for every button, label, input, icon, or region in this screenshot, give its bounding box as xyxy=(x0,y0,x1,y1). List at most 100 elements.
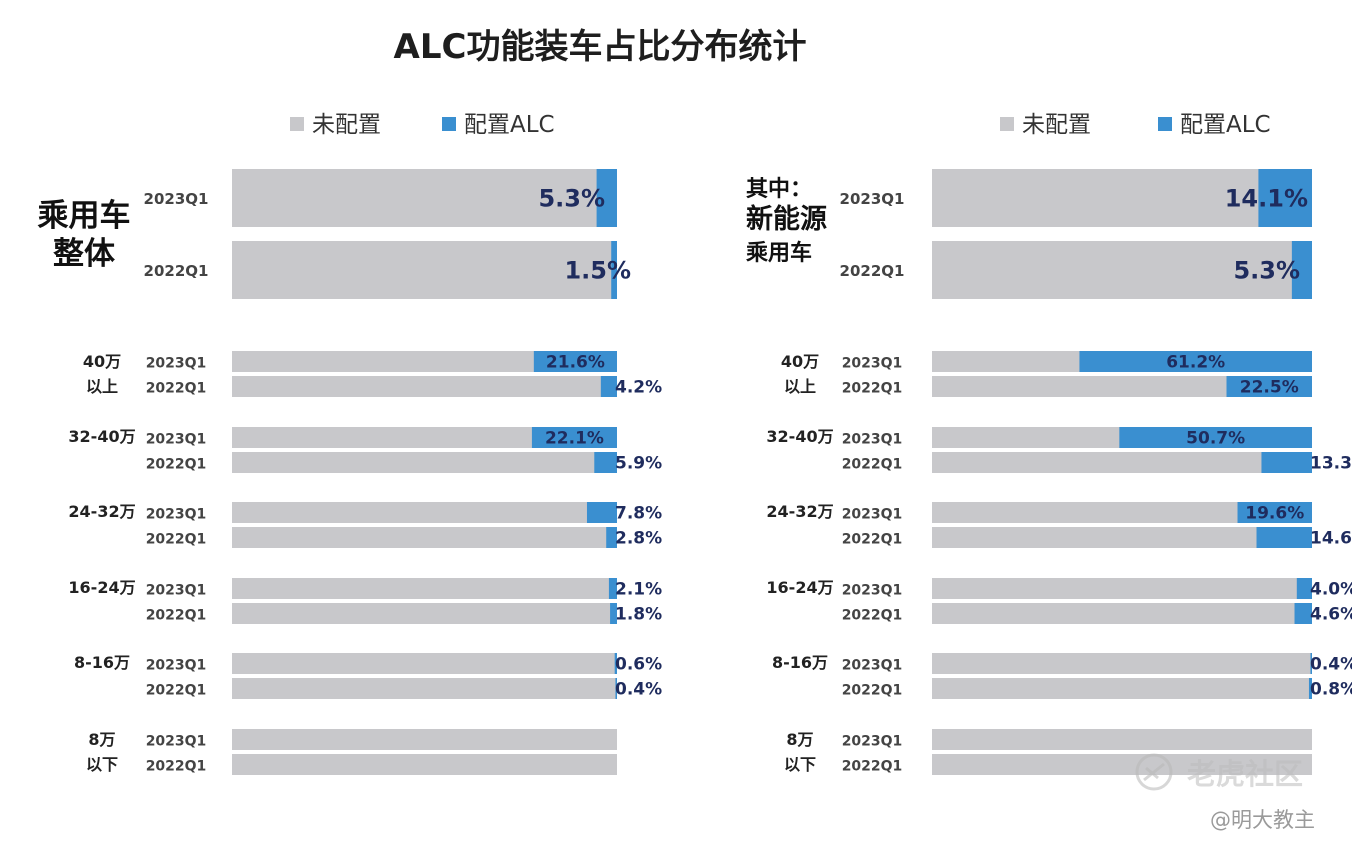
bar-alc xyxy=(1291,241,1312,299)
group-label-line: 40万 xyxy=(781,352,819,371)
value-label: 5.3% xyxy=(538,185,605,213)
legend-label: 未配置 xyxy=(1022,112,1091,138)
bar-alc xyxy=(1226,376,1312,397)
value-label: 50.7% xyxy=(1186,429,1245,449)
period-label: 2022Q1 xyxy=(842,683,903,699)
legend-label: 未配置 xyxy=(312,112,381,138)
bar-unconfigured xyxy=(232,653,617,674)
value-label: 2.1% xyxy=(615,580,662,600)
period-label: 2022Q1 xyxy=(842,457,903,473)
bar-unconfigured xyxy=(232,351,617,372)
bar-group: 2023Q1 7.8% 2022Q1 2.8% 24-32万 xyxy=(68,502,662,549)
period-label: 2022Q1 xyxy=(842,759,903,775)
bar-alc xyxy=(531,427,617,448)
value-label: 0.4% xyxy=(615,680,662,700)
period-label: 2022Q1 xyxy=(842,532,903,548)
group-label-line: 40万 xyxy=(83,352,121,371)
bar-alc xyxy=(600,376,617,397)
legend-item: 配置ALC xyxy=(442,112,555,138)
value-label: 2.8% xyxy=(615,529,662,549)
period-label: 2023Q1 xyxy=(842,507,903,523)
bar-unconfigured xyxy=(932,169,1312,227)
bar-alc xyxy=(614,653,617,674)
group-label-line: 8-16万 xyxy=(772,653,828,672)
legend-item: 未配置 xyxy=(1000,112,1091,138)
bar-unconfigured xyxy=(932,502,1312,523)
bar-alc xyxy=(1119,427,1312,448)
group-label-line: 8-16万 xyxy=(74,653,130,672)
chart-title: ALC功能装车占比分布统计 xyxy=(394,27,807,67)
bar-alc xyxy=(594,452,617,473)
bar-alc xyxy=(1294,603,1312,624)
panel-label-line: 乘用车 xyxy=(745,240,812,266)
panel-label-line: 其中： xyxy=(746,177,812,202)
period-label: 2022Q1 xyxy=(146,457,207,473)
value-label: 5.9% xyxy=(615,454,662,474)
bar-group: 2023Q1 22.1% 2022Q1 5.9% 32-40万 xyxy=(68,427,662,474)
bar-alc xyxy=(1258,169,1312,227)
value-label: 61.2% xyxy=(1166,353,1225,373)
value-label: 0.6% xyxy=(615,655,662,675)
group-label-line: 以下 xyxy=(86,755,118,774)
bar-unconfigured xyxy=(232,376,617,397)
group-label-line: 16-24万 xyxy=(766,578,833,597)
watermark-author: @明大教主 xyxy=(1210,808,1315,832)
value-label: 21.6% xyxy=(546,353,605,373)
bar-group: 2023Q1 4.0% 2022Q1 4.6% 16-24万 xyxy=(766,578,1352,625)
bar-unconfigured xyxy=(232,603,617,624)
period-label: 2023Q1 xyxy=(146,658,207,674)
period-label: 2022Q1 xyxy=(842,608,903,624)
group-label-line: 24-32万 xyxy=(68,502,135,521)
bar-alc xyxy=(608,578,617,599)
bar-group: 2023Q1 50.7% 2022Q1 13.3% 32-40万 xyxy=(766,427,1352,474)
value-label: 19.6% xyxy=(1245,504,1304,524)
group-label-line: 以上 xyxy=(784,377,816,396)
period-label: 2023Q1 xyxy=(144,190,209,208)
value-label: 5.3% xyxy=(1233,257,1300,285)
bar-unconfigured xyxy=(232,678,617,699)
value-label: 0.4% xyxy=(1310,655,1352,675)
period-label: 2023Q1 xyxy=(842,734,903,750)
panel-label-line: 整体 xyxy=(53,236,115,272)
period-label: 2023Q1 xyxy=(840,190,905,208)
bar-unconfigured xyxy=(932,729,1312,750)
tiger-logo-icon xyxy=(1135,753,1173,791)
value-label: 1.8% xyxy=(615,605,662,625)
bar-unconfigured xyxy=(932,603,1312,624)
bar-alc xyxy=(615,678,617,699)
bar-alc xyxy=(533,351,617,372)
bar-alc xyxy=(1308,678,1312,699)
bar-unconfigured xyxy=(232,729,617,750)
bar-unconfigured xyxy=(932,678,1312,699)
legend-label: 配置ALC xyxy=(464,112,555,138)
legend-label: 配置ALC xyxy=(1180,112,1271,138)
value-label: 22.5% xyxy=(1240,378,1299,398)
value-label: 22.1% xyxy=(545,429,604,449)
tiger-logo-stroke xyxy=(1143,762,1165,782)
period-label: 2023Q1 xyxy=(842,658,903,674)
bar-alc xyxy=(611,241,617,299)
bar-group: 2023Q1 0.4% 2022Q1 0.8% 8-16万 xyxy=(772,653,1352,700)
bar-unconfigured xyxy=(932,241,1312,299)
value-label: 1.5% xyxy=(564,257,631,285)
panel-label-line: 新能源 xyxy=(746,203,827,235)
period-label: 2022Q1 xyxy=(146,381,207,397)
bar-unconfigured xyxy=(232,754,617,775)
watermark-community: 老虎社区 xyxy=(1187,757,1303,791)
panel-label-line: 乘用车 xyxy=(38,198,131,234)
period-label: 2023Q1 xyxy=(842,432,903,448)
watermark: 老虎社区 xyxy=(1135,753,1303,791)
bar-unconfigured xyxy=(932,527,1312,548)
bar-group: 2023Q1 2.1% 2022Q1 1.8% 16-24万 xyxy=(68,578,662,625)
group-label-line: 以上 xyxy=(86,377,118,396)
period-label: 2023Q1 xyxy=(146,734,207,750)
period-label: 2023Q1 xyxy=(146,507,207,523)
bar-group: 2023Q1 19.6% 2022Q1 14.6% 24-32万 xyxy=(766,502,1352,549)
value-label: 13.3% xyxy=(1310,454,1352,474)
bar-alc xyxy=(1296,578,1312,599)
